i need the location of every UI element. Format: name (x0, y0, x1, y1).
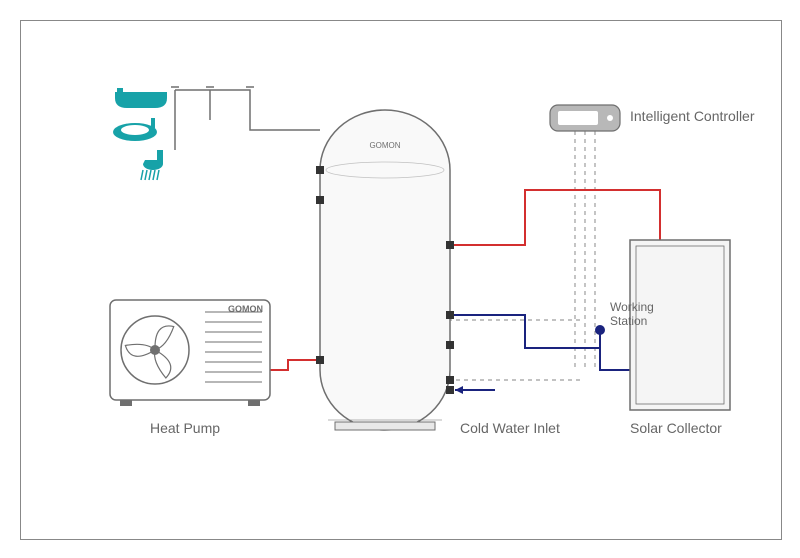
heat-pump-unit: GOMON (110, 300, 270, 406)
diagram-svg: GOMON GOMON (20, 20, 780, 538)
heat-pump-label: Heat Pump (150, 420, 220, 436)
station-label: Station (610, 314, 647, 328)
plumbing-fixtures (113, 88, 167, 180)
intelligent-controller (550, 105, 620, 131)
water-tank: GOMON (316, 110, 454, 430)
intelligent-controller-label: Intelligent Controller (630, 108, 755, 124)
svg-text:GOMON: GOMON (369, 141, 400, 150)
cold-water-inlet-label: Cold Water Inlet (460, 420, 560, 436)
fixture-supply-lines (171, 87, 320, 150)
cold-water-inlet-arrow (455, 386, 495, 394)
solar-collector-label: Solar Collector (630, 420, 722, 436)
diagram-stage: GOMON GOMON Heat Pump Cold Water Inlet S… (0, 0, 800, 558)
working-station-node (595, 325, 605, 348)
working-label: Working (610, 300, 654, 314)
svg-text:GOMON: GOMON (228, 304, 263, 314)
control-dash-lines (450, 131, 595, 380)
